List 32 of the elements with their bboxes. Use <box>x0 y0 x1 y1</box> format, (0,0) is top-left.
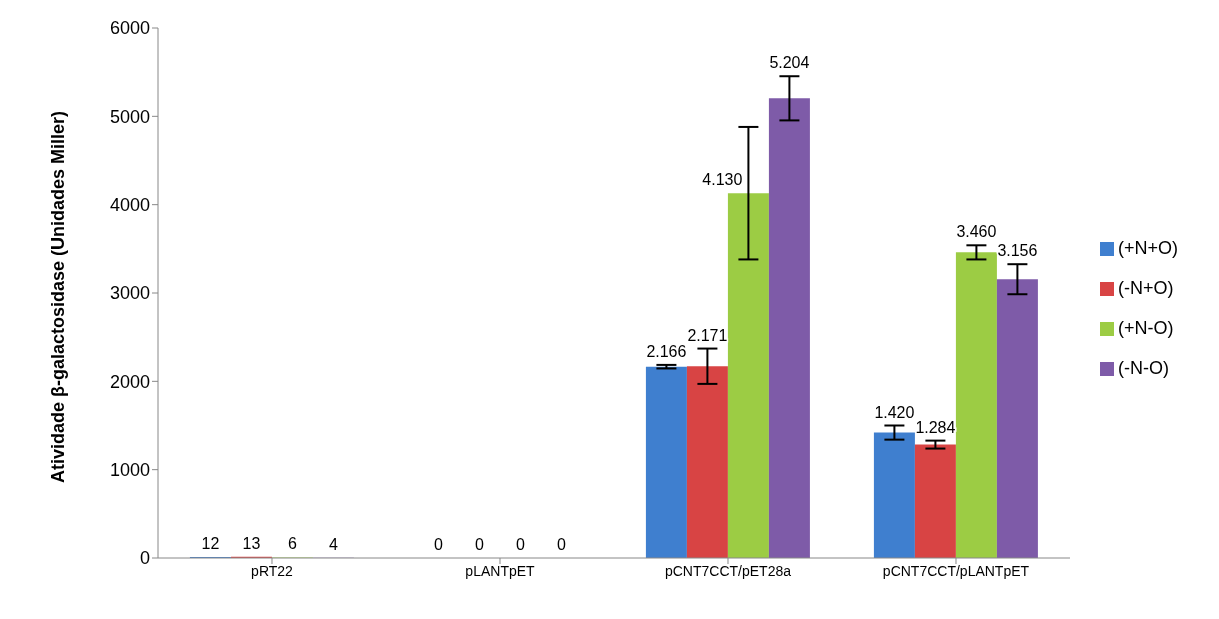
y-axis-title: Atividade β-galactosidase (Unidades Miller) <box>48 110 69 483</box>
legend-label: (+N+O) <box>1117 238 1178 258</box>
x-tick-label: pRT22 <box>251 562 294 579</box>
x-tick-label: pCNT7CCT/pLANTpET <box>882 562 1030 579</box>
data-label: 12 <box>201 534 220 552</box>
data-label: 4 <box>328 535 338 553</box>
data-label: 0 <box>556 535 566 553</box>
data-label: 3.460 <box>956 223 997 241</box>
data-label: 0 <box>433 535 443 553</box>
data-label: 2.166 <box>646 342 687 360</box>
x-tick-label: pCNT7CCT/pET28a <box>664 562 792 579</box>
data-label: 0 <box>474 535 484 553</box>
data-label: 4.130 <box>702 171 743 189</box>
data-label: 6 <box>287 535 297 553</box>
y-tick-label: 2000 <box>109 371 150 392</box>
legend-label: (-N-O) <box>1117 358 1169 378</box>
y-tick-label: 6000 <box>109 18 150 39</box>
data-label: 1.420 <box>874 403 915 421</box>
y-tick-label: 0 <box>139 548 150 569</box>
y-tick-label: 1000 <box>109 460 150 481</box>
data-label: 2.171 <box>687 326 728 344</box>
legend-label: (+N-O) <box>1117 318 1174 338</box>
y-tick-label: 3000 <box>109 283 150 304</box>
y-tick-label: 4000 <box>109 195 150 216</box>
y-tick-label: 5000 <box>109 106 150 127</box>
legend-label: (-N+O) <box>1117 278 1174 298</box>
data-label: 13 <box>242 534 261 552</box>
data-label: 0 <box>515 535 525 553</box>
data-label: 5.204 <box>769 54 810 72</box>
data-label: 1.284 <box>915 418 956 436</box>
data-label: 3.156 <box>997 242 1038 260</box>
x-tick-label: pLANTpET <box>465 562 536 579</box>
